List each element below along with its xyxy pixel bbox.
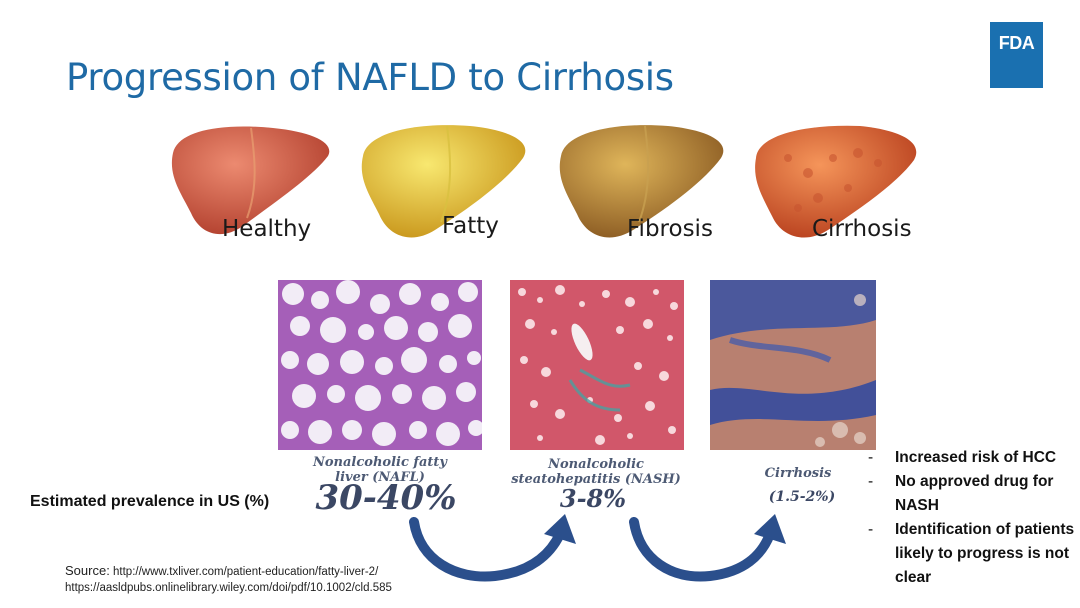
progression-arrow-2 xyxy=(629,514,786,582)
fda-logo: FDA xyxy=(990,22,1043,88)
prevalence-row-label: Estimated prevalence in US (%) xyxy=(30,493,270,510)
liver-label-cirrhosis: Cirrhosis xyxy=(812,216,912,242)
stage-label-nafl-line1: Nonalcoholic fatty xyxy=(313,455,447,470)
stage-label-nafl-line2: liver (NAFL) xyxy=(335,470,425,485)
prevalence-nafl: 30-40% xyxy=(315,478,457,518)
stage-label-cirrhosis: Cirrhosis xyxy=(740,466,856,481)
note-text: No approved drug for NASH xyxy=(895,473,1054,514)
slide-title: Progression of NAFLD to Cirrhosis xyxy=(66,56,674,99)
key-notes-list: - Increased risk of HCC - No approved dr… xyxy=(868,446,1080,590)
note-item: - No approved drug for NASH xyxy=(868,470,1080,518)
stage-label-nash-line2: steatohepatitis (NASH) xyxy=(511,472,681,487)
nash-histology-image xyxy=(510,280,684,450)
stage-label-cirrhosis-line1: Cirrhosis xyxy=(764,466,832,481)
liver-label-fibrosis: Fibrosis xyxy=(627,216,713,242)
note-text: Identification of patients likely to pro… xyxy=(895,521,1075,586)
prevalence-nash: 3-8% xyxy=(559,484,627,513)
liver-label-fatty: Fatty xyxy=(442,213,499,239)
source-link-2[interactable]: https://aasldpubs.onlinelibrary.wiley.co… xyxy=(65,582,392,594)
liver-label-healthy: Healthy xyxy=(222,216,312,242)
bullet-dash: - xyxy=(868,449,874,466)
prevalence-cirrhosis: (1.5-2%) xyxy=(768,489,836,505)
fatty-liver-image xyxy=(361,125,526,238)
source-prefix: Source: xyxy=(65,563,110,578)
stage-label-nash: Nonalcoholic steatohepatitis (NASH) xyxy=(500,457,692,487)
progression-arrow-1 xyxy=(409,514,576,582)
note-item: - Increased risk of HCC xyxy=(868,446,1080,470)
cirrhosis-histology-image xyxy=(710,280,876,450)
bullet-dash: - xyxy=(868,521,874,538)
source-link-1[interactable]: http://www.txliver.com/patient-education… xyxy=(113,566,379,578)
stage-label-nash-line1: Nonalcoholic xyxy=(548,457,644,472)
nafl-histology-image xyxy=(278,280,482,450)
note-item: - Identification of patients likely to p… xyxy=(868,518,1080,590)
source-citation: Source: http://www.txliver.com/patient-e… xyxy=(65,563,392,596)
cirrhosis-liver-image xyxy=(755,125,917,238)
fibrosis-liver-image xyxy=(559,125,724,238)
bullet-dash: - xyxy=(868,473,874,490)
stage-label-nafl: Nonalcoholic fatty liver (NAFL) xyxy=(296,455,464,485)
note-text: Increased risk of HCC xyxy=(895,449,1057,466)
healthy-liver-image xyxy=(171,126,330,235)
